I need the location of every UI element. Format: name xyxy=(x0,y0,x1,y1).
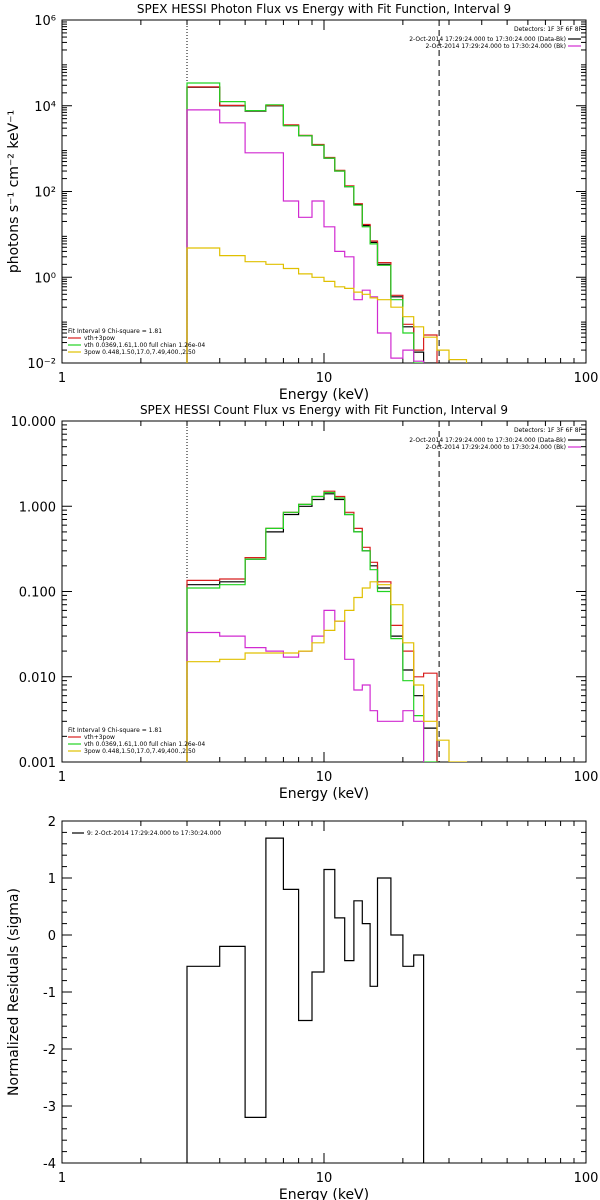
series-black-line xyxy=(186,493,438,762)
series-green-line xyxy=(186,82,425,363)
residuals-panel: 1 10 100 -4 -3 -2 -1 0 1 2 Energy (keV) Normalized … xyxy=(6,815,598,1200)
count-flux-panel: SPEX HESSI Count Flux vs Energy with Fit… xyxy=(11,403,599,802)
x-tick-label: 100 xyxy=(574,1171,599,1186)
series-yellow-line xyxy=(186,581,468,762)
legend-left-label: vth+3pow xyxy=(84,734,115,741)
y-tick-label: 10⁶ xyxy=(34,14,56,29)
plot-frame xyxy=(61,420,587,763)
detectors-label: Detectors: 1F 3F 6F 8F xyxy=(514,26,583,33)
legend-top-label: 9: 2-Oct-2014 17:29:24.000 to 17:30:24.0… xyxy=(87,830,221,837)
plot-frame xyxy=(61,19,587,364)
chart-title: SPEX HESSI Photon Flux vs Energy with Fi… xyxy=(137,2,511,16)
x-axis-label: Energy (keV) xyxy=(279,786,369,802)
series-black-line xyxy=(186,86,438,363)
y-axis-label: Normalized Residuals (sigma) xyxy=(6,888,22,1096)
series-red-line xyxy=(186,490,438,762)
x-tick-label: 100 xyxy=(574,371,599,386)
x-tick-label: 10 xyxy=(316,371,333,386)
series-green-line xyxy=(186,491,438,762)
legend-left-label: vth 0.0369,1.61,1.00 full chian 1.26e-04 xyxy=(84,741,205,748)
detectors-label: Detectors: 1F 3F 6F 8F xyxy=(514,427,583,434)
y-tick-label: 0 xyxy=(48,929,56,944)
y-tick-label: -4 xyxy=(43,1157,56,1172)
y-tick-label: 2 xyxy=(48,815,56,830)
series-black-line xyxy=(186,837,425,1163)
x-tick-label: 1 xyxy=(58,1171,66,1186)
series-magenta-line xyxy=(186,109,425,363)
legend-right-label: 2-Oct-2014 17:29:24.000 to 17:30:24.000 … xyxy=(426,444,567,451)
y-tick-label: 10.000 xyxy=(11,415,57,430)
y-tick-label: 10⁴ xyxy=(34,100,56,115)
x-tick-label: 100 xyxy=(574,770,599,785)
legend-left-label: vth 0.0369,1.61,1.00 full chian 1.26e-04 xyxy=(84,342,205,349)
chart-title: SPEX HESSI Count Flux vs Energy with Fit… xyxy=(140,403,508,417)
y-tick-label: 0.001 xyxy=(19,756,56,771)
legend-right-label: 2-Oct-2014 17:29:24.000 to 17:30:24.000 … xyxy=(409,437,566,444)
y-tick-label: 1.000 xyxy=(19,500,56,515)
y-tick-label: 10⁻² xyxy=(27,357,56,372)
legend-left-label: 3pow 0.448,1.50,17.0,7.49,400.,2.50 xyxy=(84,748,196,755)
y-tick-label: -1 xyxy=(43,986,56,1001)
x-tick-label: 10 xyxy=(316,1171,333,1186)
x-tick-label: 10 xyxy=(316,770,333,785)
y-axis-label: photons s⁻¹ cm⁻² keV⁻¹ xyxy=(6,110,22,273)
photon-flux-panel: SPEX HESSI Photon Flux vs Energy with Fi… xyxy=(6,2,598,403)
series-group xyxy=(186,82,468,363)
legend-fit-header: Fit Interval 9 Chi-square = 1.81 xyxy=(68,727,162,734)
legend-left-label: vth+3pow xyxy=(84,335,115,342)
y-tick-label: 10⁰ xyxy=(34,271,56,286)
y-tick-label: 0.010 xyxy=(19,671,56,686)
x-axis-label: Energy (keV) xyxy=(279,1187,369,1200)
legend-right-label: 2-Oct-2014 17:29:24.000 to 17:30:24.000 … xyxy=(426,43,567,50)
x-tick-label: 1 xyxy=(58,770,66,785)
series-red-line xyxy=(186,86,438,363)
x-axis-label: Energy (keV) xyxy=(279,387,369,403)
y-tick-label: 1 xyxy=(48,872,56,887)
legend-fit-header: Fit Interval 9 Chi-square = 1.81 xyxy=(68,328,162,335)
y-tick-label: -2 xyxy=(43,1043,56,1058)
legend-right-label: 2-Oct-2014 17:29:24.000 to 17:30:24.000 … xyxy=(409,36,566,43)
series-magenta-line xyxy=(186,609,425,762)
x-tick-label: 1 xyxy=(58,371,66,386)
series-yellow-line xyxy=(186,247,468,363)
y-tick-label: 0.100 xyxy=(19,586,56,601)
y-tick-label: 10² xyxy=(34,186,56,201)
series-group xyxy=(186,490,468,762)
y-tick-label: -3 xyxy=(43,1100,56,1115)
series-group xyxy=(186,837,425,1163)
legend-left-label: 3pow 0.448,1.50,17.0,7.49,400.,2.50 xyxy=(84,349,196,356)
